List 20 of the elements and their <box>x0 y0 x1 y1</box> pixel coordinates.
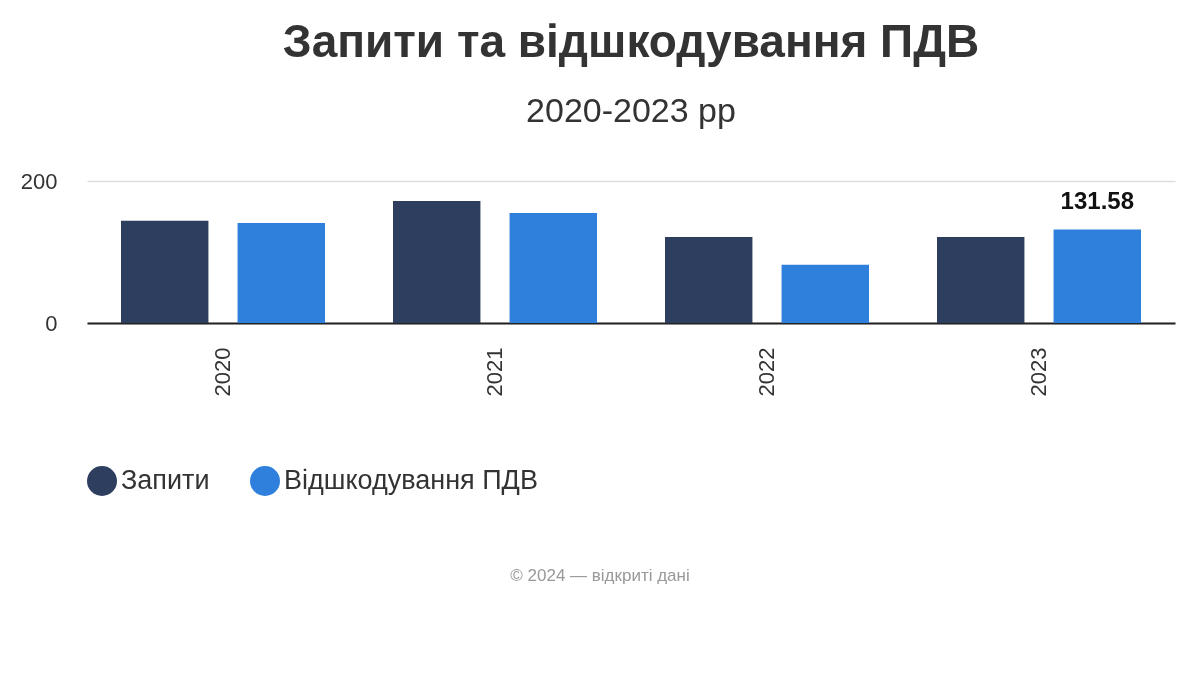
bar <box>781 264 869 323</box>
bar <box>121 220 209 323</box>
text: © 2024 — відкриті дані <box>509 566 691 586</box>
bar <box>393 200 481 323</box>
legend-label: Відшкодування ПДВ <box>284 465 538 495</box>
y-tick-label: 200 <box>20 168 58 194</box>
data-label: 131.58 <box>1060 186 1134 214</box>
bar <box>1053 229 1141 323</box>
x-tick-label: 2022 <box>754 347 779 397</box>
bar <box>237 222 325 323</box>
chart-title: Запити та відшкодування ПДВ <box>282 15 980 67</box>
bar <box>665 237 753 323</box>
x-tick-label: 2020 <box>210 347 235 397</box>
bar <box>937 237 1025 323</box>
x-tick-label: 2023 <box>1026 347 1051 397</box>
x-tick-label: 2021 <box>482 347 507 397</box>
y-tick-label: 0 <box>45 310 58 336</box>
bar <box>509 212 597 323</box>
chart-subtitle: 2020-2023 рр <box>526 91 736 129</box>
legend-label: Запити <box>121 465 210 495</box>
